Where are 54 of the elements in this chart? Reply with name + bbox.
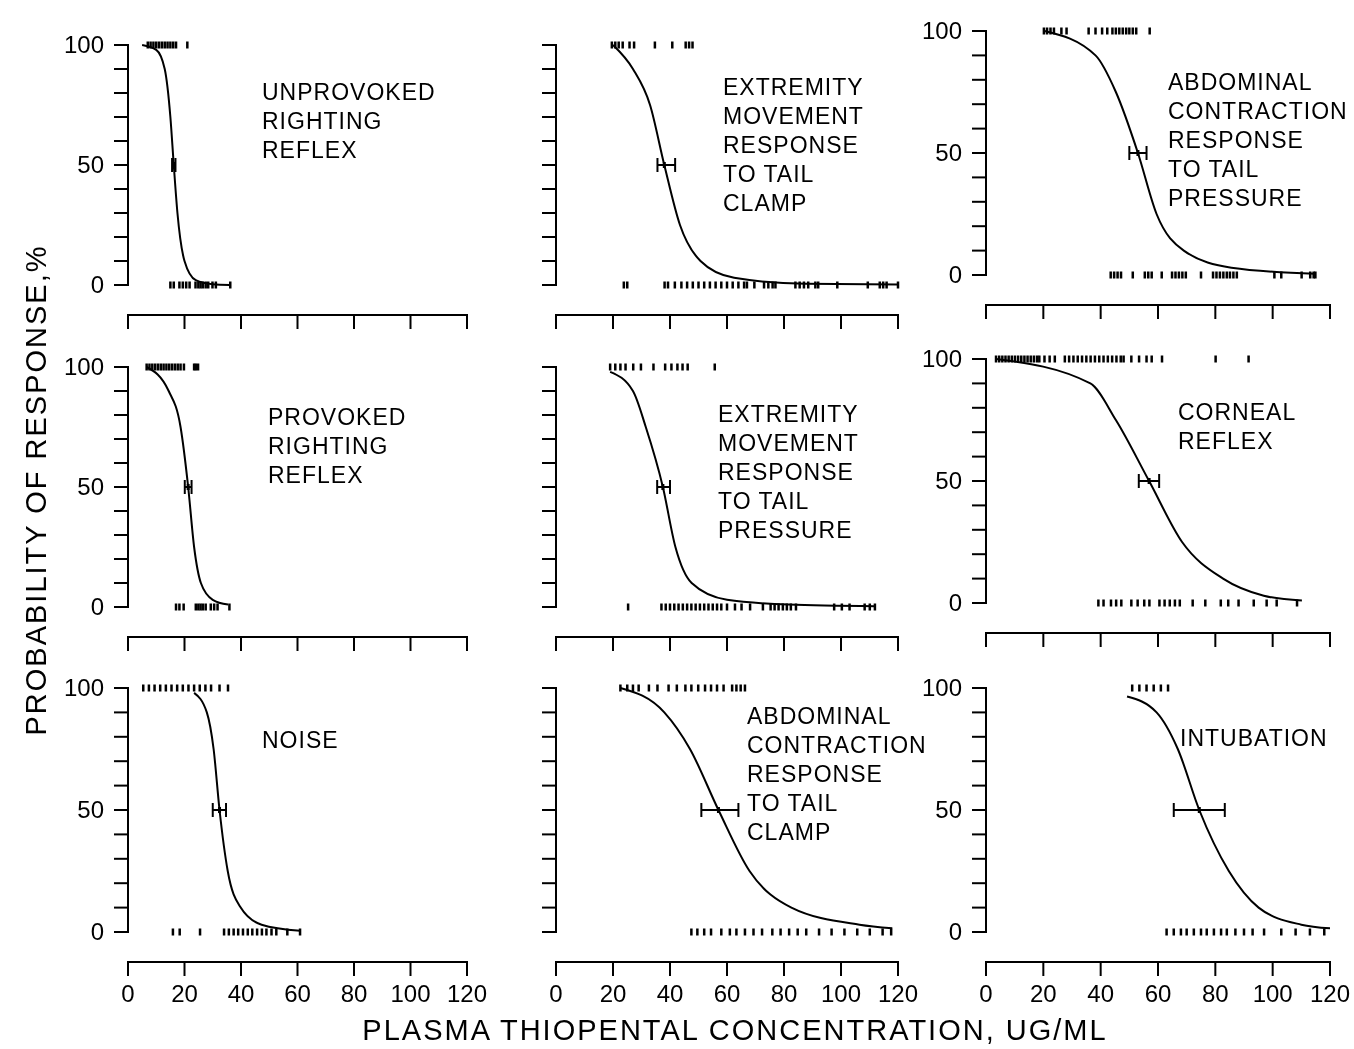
y-tick-label: 100	[921, 345, 962, 373]
point	[1197, 807, 1201, 813]
point	[1147, 478, 1151, 484]
y-tick-label: 50	[77, 796, 104, 824]
y-tick-label: 50	[77, 473, 104, 501]
x-tick-label: 60	[713, 980, 741, 1007]
x-tick-label: 80	[1201, 980, 1229, 1007]
x-tick-label: 120	[877, 980, 919, 1007]
text: ABDOMINAL CONTRACTION RESPONSE TO TAIL CLAMP	[747, 703, 927, 845]
text: EXTREMITY MOVEMENT RESPONSE TO TAIL PRESSURE	[718, 401, 859, 543]
x-tick-label: 20	[1029, 980, 1057, 1007]
y-tick-label: 50	[935, 796, 962, 824]
x-tick-label: 60	[284, 980, 311, 1007]
x-tick-label: 40	[227, 980, 255, 1007]
text: EXTREMITY MOVEMENT RESPONSE TO TAIL CLAMP	[723, 74, 864, 216]
y-tick-label: 100	[63, 674, 104, 702]
point	[218, 807, 222, 813]
y-tick-label: 100	[63, 353, 104, 381]
y-tick-label: 0	[948, 918, 962, 946]
y-tick-label: 0	[948, 589, 962, 617]
x-tick-label: 20	[171, 980, 198, 1007]
y-tick-label: 0	[90, 593, 104, 621]
text: PROVOKED RIGHTING REFLEX	[268, 404, 407, 488]
y-tick-label: 0	[90, 271, 104, 299]
y-tick-label: 50	[935, 139, 962, 167]
x-tick-label: 60	[1144, 980, 1172, 1007]
text: CORNEAL REFLEX	[1178, 399, 1297, 454]
x-tick-label: 80	[770, 980, 798, 1007]
text: ABDOMINAL CONTRACTION RESPONSE TO TAIL PRESSURE	[1168, 69, 1348, 211]
y-tick-label: 100	[63, 31, 104, 59]
x-axis-title: PLASMA THIOPENTAL CONCENTRATION, UG/ML	[362, 1014, 1108, 1046]
x-tick-label: 40	[656, 980, 684, 1007]
x-tick-label: 0	[549, 980, 563, 1007]
x-tick-label: 100	[1252, 980, 1293, 1007]
x-tick-label: 100	[390, 980, 431, 1007]
text: NOISE	[262, 727, 339, 753]
text: INTUBATION	[1180, 725, 1328, 751]
y-tick-label: 50	[77, 151, 104, 179]
x-tick-label: 100	[820, 980, 862, 1007]
x-tick-label: 120	[1309, 980, 1351, 1007]
text: UNPROVOKED RIGHTING REFLEX	[262, 79, 436, 163]
x-tick-label: 0	[121, 980, 135, 1007]
x-tick-label: 120	[446, 980, 488, 1007]
x-tick-label: 20	[599, 980, 627, 1007]
y-tick-label: 100	[921, 17, 962, 45]
y-axis-title: PROBABILITY OF RESPONSE,%	[20, 244, 52, 736]
point	[1136, 150, 1140, 156]
y-tick-label: 0	[90, 918, 104, 946]
y-tick-label: 50	[935, 467, 962, 495]
y-tick-label: 100	[921, 674, 962, 702]
x-tick-label: 80	[340, 980, 368, 1007]
y-tick-label: 0	[948, 261, 962, 289]
x-tick-label: 40	[1087, 980, 1115, 1007]
x-tick-label: 0	[979, 980, 993, 1007]
